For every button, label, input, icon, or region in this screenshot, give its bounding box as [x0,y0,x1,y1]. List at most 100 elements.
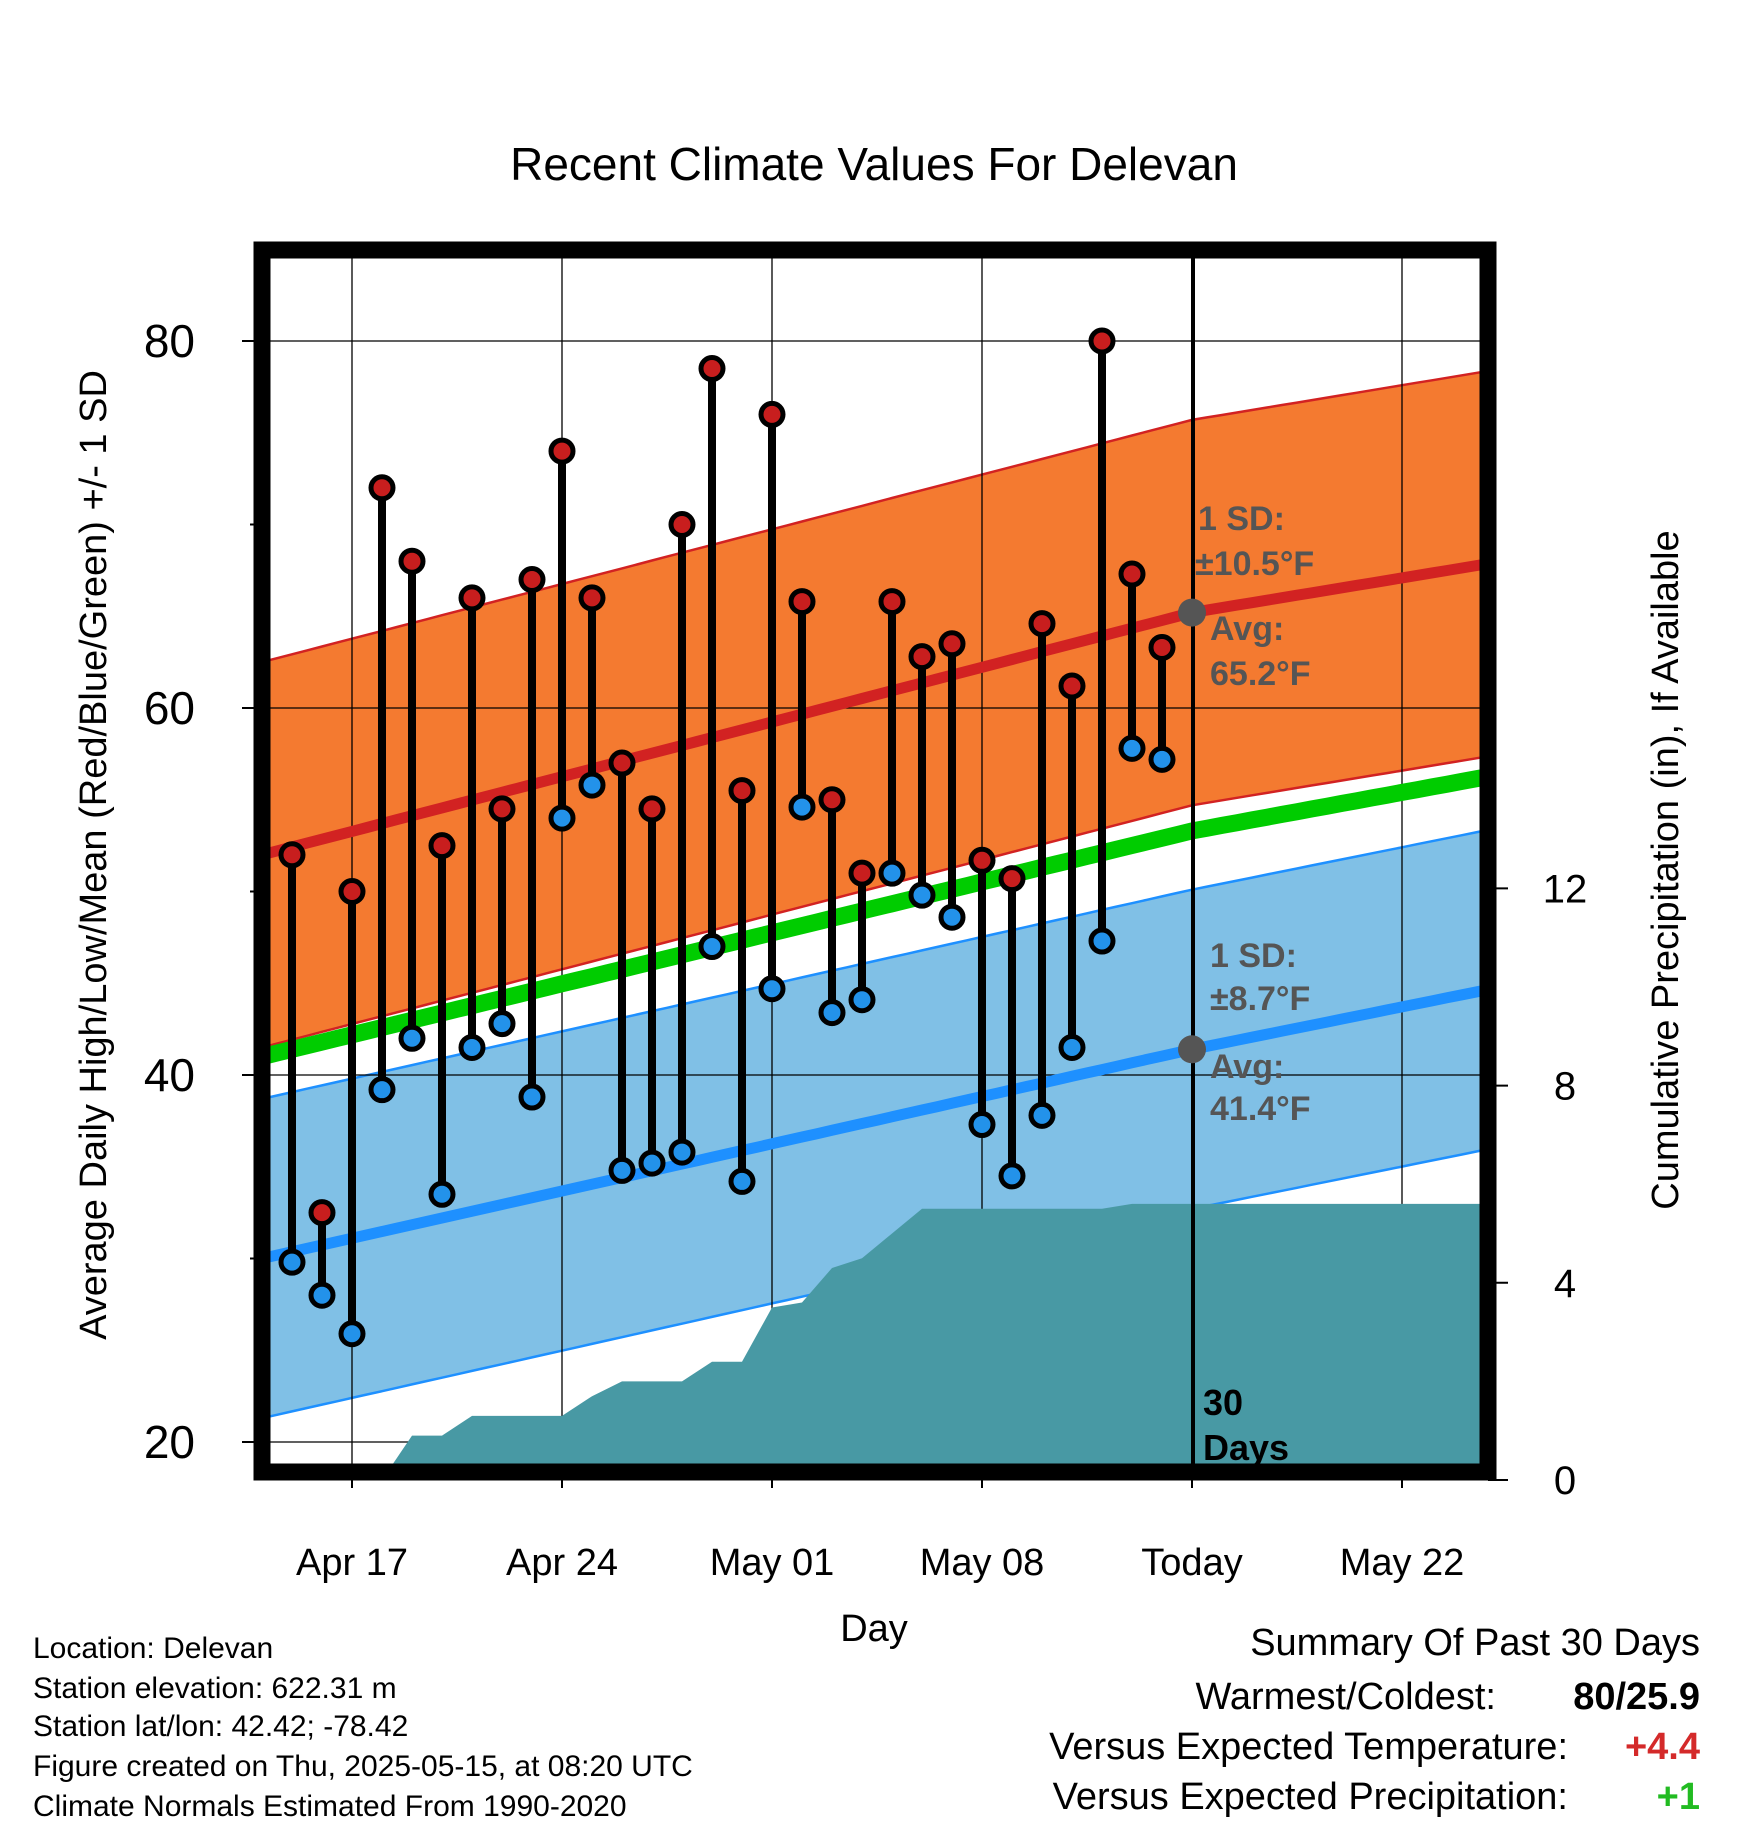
low-sd-value: ±8.7°F [1210,980,1310,1018]
meta-elevation: Station elevation: 622.31 m [33,1672,397,1705]
daily-low-point [1118,734,1146,762]
low-sd-label: 1 SD: [1210,937,1297,975]
daily-low-point [608,1156,636,1184]
daily-low-point [788,793,816,821]
x-tick-label: Today [1141,1542,1242,1584]
daily-low-point [488,1010,516,1038]
summary-precip-label: Versus Expected Precipitation: [1052,1776,1568,1818]
meta-location: Location: Delevan [33,1632,274,1665]
daily-high-point [758,400,786,428]
daily-low-point [668,1138,696,1166]
y2-tick-label: 8 [1554,1065,1576,1109]
y-tick-label: 80 [144,315,195,367]
daily-low-point [848,986,876,1014]
y2-tick-label: 0 [1554,1459,1576,1503]
high-sd-value: ±10.5°F [1195,545,1314,583]
meta-latlon: Station lat/lon: 42.42; -78.42 [33,1710,409,1743]
daily-high-point [1028,610,1056,638]
daily-low-point [878,859,906,887]
daily-high-point [638,795,666,823]
daily-high-point [1148,633,1176,661]
daily-high-point [338,878,366,905]
y2-axis-title: Cumulative Precipitation (in), If Availa… [1645,530,1687,1209]
daily-high-point [998,865,1026,893]
meta-created: Figure created on Thu, 2025-05-15, at 08… [33,1750,693,1783]
days-count-word: Days [1203,1427,1289,1468]
x-tick-label: May 22 [1340,1542,1465,1584]
daily-high-point [968,846,996,874]
daily-low-point [458,1033,486,1061]
daily-high-point [1058,672,1086,700]
daily-high-point [908,643,936,671]
daily-high-point [518,566,546,594]
meta-normals: Climate Normals Estimated From 1990-2020 [33,1790,627,1823]
daily-high-point [308,1199,336,1227]
high-sd-label: 1 SD: [1198,500,1285,538]
daily-high-point [668,511,696,538]
summary-precip-value: +1 [1656,1776,1700,1818]
y-tick-label: 60 [144,682,195,734]
y-tick-label: 40 [144,1049,195,1101]
daily-high-point [488,795,516,823]
daily-low-point [1028,1101,1056,1129]
chart-title: Recent Climate Values For Delevan [510,138,1238,190]
days-count-number: 30 [1203,1382,1243,1423]
daily-low-point [338,1320,366,1348]
y2-tick-label: 4 [1554,1262,1576,1306]
mean-normal-line [262,767,1488,1065]
daily-high-point [1118,560,1146,588]
daily-high-point [878,588,906,616]
high-avg-value: 65.2°F [1210,655,1311,693]
low-normal-line [262,983,1488,1264]
high-band-lower-edge [262,755,1488,1049]
daily-low-point [368,1076,396,1104]
daily-low-point [998,1162,1026,1190]
daily-low-point [638,1149,666,1177]
y2-tick-label: 12 [1543,867,1588,911]
high-sd-band [262,371,1488,1048]
daily-low-point [728,1167,756,1195]
daily-high-point [458,584,486,612]
daily-high-point [728,777,756,805]
daily-low-point [818,999,846,1027]
x-tick-label: May 01 [710,1542,835,1584]
daily-low-point [278,1248,306,1276]
x-tick-label: Apr 17 [296,1542,408,1584]
daily-high-point [278,841,306,869]
daily-low-point [1058,1033,1086,1061]
daily-high-point [608,749,636,777]
daily-low-point [428,1180,456,1208]
daily-high-point [368,474,396,502]
y-axis-title: Average Daily High/Low/Mean (Red/Blue/Gr… [73,370,115,1340]
x-tick-label: Apr 24 [506,1542,618,1584]
daily-low-point [398,1024,426,1052]
daily-low-point [578,771,606,799]
daily-low-point [548,804,576,832]
x-tick-label: May 08 [920,1542,1045,1584]
daily-high-point [1088,327,1116,355]
low-avg-value: 41.4°F [1210,1090,1311,1128]
precipitation-area [387,1203,1488,1472]
summary-temp-value: +4.4 [1624,1726,1700,1768]
daily-low-point [698,933,726,961]
high-avg-label: Avg: [1210,610,1284,648]
daily-low-point [518,1083,546,1111]
daily-high-point [428,832,456,860]
daily-low-point [968,1111,996,1139]
summary-warm-cold-value: 80/25.9 [1573,1676,1700,1718]
summary-title: Summary Of Past 30 Days [1250,1622,1700,1664]
summary-warm-cold-label: Warmest/Coldest: [1195,1676,1496,1718]
daily-low-point [758,975,786,1003]
daily-high-point [398,547,426,575]
daily-high-point [848,859,876,887]
daily-low-point [308,1281,336,1309]
daily-low-point [1088,927,1116,955]
y-tick-label: 20 [144,1416,195,1468]
today-high-avg-dot [1178,598,1206,627]
x-axis-title: Day [840,1608,908,1650]
daily-high-point [938,630,966,658]
daily-high-point [578,584,606,612]
low-avg-label: Avg: [1210,1048,1284,1086]
daily-high-point [788,588,816,616]
